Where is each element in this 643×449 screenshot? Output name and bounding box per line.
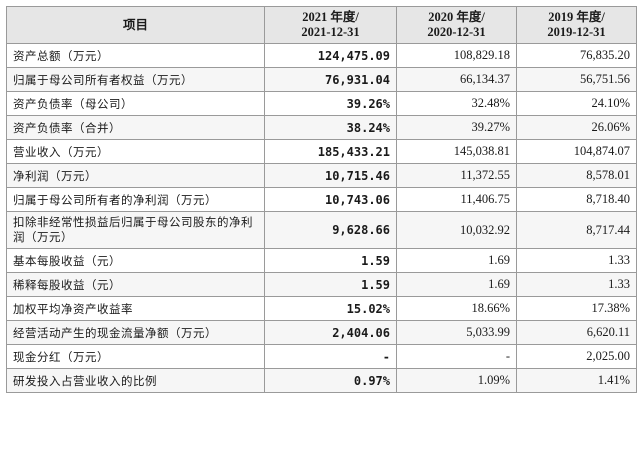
- value-2019: 1.41%: [516, 368, 637, 393]
- value-2020: 66,134.37: [396, 67, 517, 92]
- value-2021: 76,931.04: [264, 67, 397, 92]
- row-label: 资产总额（万元）: [6, 43, 265, 68]
- row-label: 基本每股收益（元）: [6, 248, 265, 273]
- value-2019: 76,835.20: [516, 43, 637, 68]
- value-2019: 2,025.00: [516, 344, 637, 369]
- table-row: 稀释每股收益（元） 1.59 1.69 1.33: [6, 272, 637, 297]
- table-row: 归属于母公司所有者权益（万元） 76,931.04 66,134.37 56,7…: [6, 67, 637, 92]
- row-label: 稀释每股收益（元）: [6, 272, 265, 297]
- value-2020: 108,829.18: [396, 43, 517, 68]
- value-2019: 56,751.56: [516, 67, 637, 92]
- value-2020: 11,406.75: [396, 187, 517, 212]
- row-label: 研发投入占营业收入的比例: [6, 368, 265, 393]
- row-label: 现金分红（万元）: [6, 344, 265, 369]
- table-row: 扣除非经常性损益后归属于母公司股东的净利润（万元） 9,628.66 10,03…: [6, 211, 637, 249]
- header-2020-date: 2020-12-31: [427, 25, 486, 39]
- header-2019-date: 2019-12-31: [547, 25, 606, 39]
- value-2019: 8,578.01: [516, 163, 637, 188]
- table-row: 加权平均净资产收益率 15.02% 18.66% 17.38%: [6, 296, 637, 321]
- value-2020: 1.69: [396, 248, 517, 273]
- value-2021: 2,404.06: [264, 320, 397, 345]
- financial-summary-table: 项目 2021 年度/ 2021-12-31 2020 年度/ 2020-12-…: [6, 6, 637, 393]
- header-row: 项目 2021 年度/ 2021-12-31 2020 年度/ 2020-12-…: [6, 6, 637, 44]
- table-row: 基本每股收益（元） 1.59 1.69 1.33: [6, 248, 637, 273]
- table-row: 经营活动产生的现金流量净额（万元） 2,404.06 5,033.99 6,62…: [6, 320, 637, 345]
- value-2021: 10,715.46: [264, 163, 397, 188]
- value-2020: 145,038.81: [396, 139, 517, 164]
- row-label: 净利润（万元）: [6, 163, 265, 188]
- value-2020: 5,033.99: [396, 320, 517, 345]
- value-2021: 124,475.09: [264, 43, 397, 68]
- row-label: 资产负债率（母公司）: [6, 91, 265, 116]
- table-row: 资产负债率（合并） 38.24% 39.27% 26.06%: [6, 115, 637, 140]
- value-2021: 1.59: [264, 272, 397, 297]
- header-2019-period: 2019 年度/: [548, 10, 605, 24]
- value-2019: 104,874.07: [516, 139, 637, 164]
- header-2020: 2020 年度/ 2020-12-31: [396, 6, 517, 44]
- value-2021: 1.59: [264, 248, 397, 273]
- value-2020: 10,032.92: [396, 211, 517, 249]
- header-2021-date: 2021-12-31: [301, 25, 360, 39]
- table-row: 资产负债率（母公司） 39.26% 32.48% 24.10%: [6, 91, 637, 116]
- value-2019: 8,717.44: [516, 211, 637, 249]
- value-2020: 18.66%: [396, 296, 517, 321]
- value-2021: 9,628.66: [264, 211, 397, 249]
- table-row: 研发投入占营业收入的比例 0.97% 1.09% 1.41%: [6, 368, 637, 393]
- row-label: 资产负债率（合并）: [6, 115, 265, 140]
- value-2019: 1.33: [516, 248, 637, 273]
- value-2021: 185,433.21: [264, 139, 397, 164]
- table-row: 净利润（万元） 10,715.46 11,372.55 8,578.01: [6, 163, 637, 188]
- row-label: 扣除非经常性损益后归属于母公司股东的净利润（万元）: [6, 211, 265, 249]
- value-2019: 26.06%: [516, 115, 637, 140]
- table-row: 资产总额（万元） 124,475.09 108,829.18 76,835.20: [6, 43, 637, 68]
- value-2021: 0.97%: [264, 368, 397, 393]
- value-2021: 10,743.06: [264, 187, 397, 212]
- row-label: 加权平均净资产收益率: [6, 296, 265, 321]
- row-label: 归属于母公司所有者的净利润（万元）: [6, 187, 265, 212]
- value-2020: 32.48%: [396, 91, 517, 116]
- row-label: 营业收入（万元）: [6, 139, 265, 164]
- value-2020: 11,372.55: [396, 163, 517, 188]
- value-2020: 1.69: [396, 272, 517, 297]
- header-2021: 2021 年度/ 2021-12-31: [264, 6, 397, 44]
- row-label: 归属于母公司所有者权益（万元）: [6, 67, 265, 92]
- header-2021-period: 2021 年度/: [302, 10, 359, 24]
- value-2019: 8,718.40: [516, 187, 637, 212]
- value-2019: 6,620.11: [516, 320, 637, 345]
- value-2021: 38.24%: [264, 115, 397, 140]
- value-2021: 39.26%: [264, 91, 397, 116]
- header-2019: 2019 年度/ 2019-12-31: [516, 6, 637, 44]
- value-2021: -: [264, 344, 397, 369]
- value-2020: 39.27%: [396, 115, 517, 140]
- header-item: 项目: [6, 6, 265, 44]
- value-2021: 15.02%: [264, 296, 397, 321]
- value-2020: -: [396, 344, 517, 369]
- table-row: 现金分红（万元） - - 2,025.00: [6, 344, 637, 369]
- value-2019: 17.38%: [516, 296, 637, 321]
- table-row: 归属于母公司所有者的净利润（万元） 10,743.06 11,406.75 8,…: [6, 187, 637, 212]
- value-2019: 1.33: [516, 272, 637, 297]
- value-2020: 1.09%: [396, 368, 517, 393]
- table-row: 营业收入（万元） 185,433.21 145,038.81 104,874.0…: [6, 139, 637, 164]
- value-2019: 24.10%: [516, 91, 637, 116]
- row-label: 经营活动产生的现金流量净额（万元）: [6, 320, 265, 345]
- header-2020-period: 2020 年度/: [428, 10, 485, 24]
